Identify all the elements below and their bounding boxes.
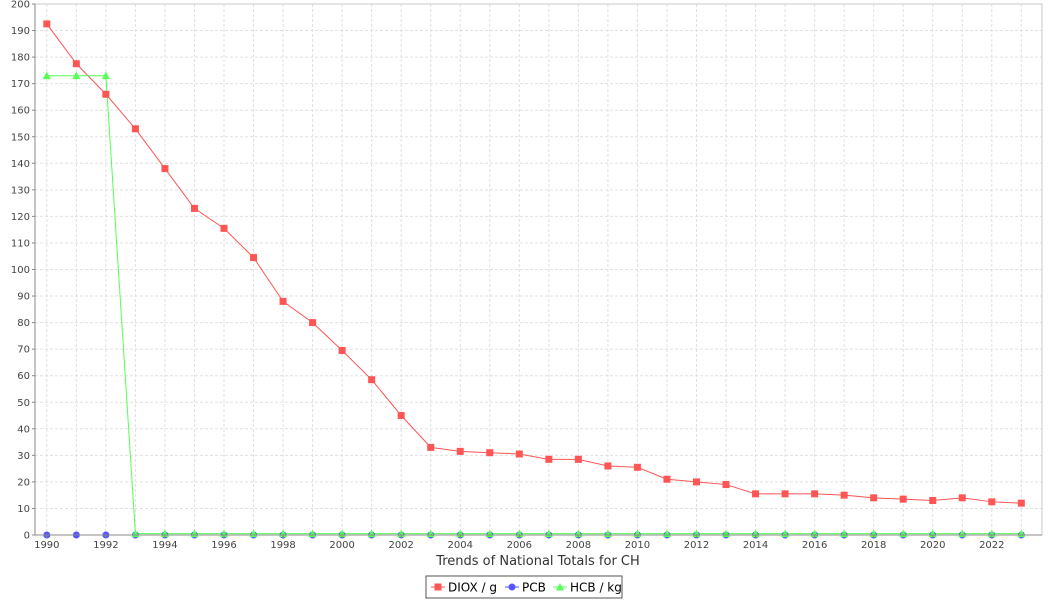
data-point-diox (397, 412, 405, 420)
y-tick-label: 120 (11, 212, 30, 223)
y-tick-label: 110 (11, 238, 30, 249)
data-point-hcb (101, 71, 110, 80)
data-point-diox (279, 297, 287, 305)
y-tick-label: 70 (17, 345, 30, 356)
legend: DIOX / g PCB HCB / kg (425, 575, 623, 599)
data-point-diox (840, 491, 848, 499)
data-point-diox (72, 60, 80, 68)
x-tick-label: 2006 (507, 540, 532, 551)
data-point-hcb (42, 71, 51, 80)
y-tick-label: 90 (17, 292, 30, 303)
y-tick-label: 100 (11, 265, 30, 276)
data-point-diox (43, 20, 51, 28)
legend-marker-diox (434, 583, 442, 591)
x-tick-label: 1992 (93, 540, 118, 551)
data-point-diox (899, 495, 907, 503)
y-tick-label: 130 (11, 185, 30, 196)
y-tick-label: 10 (17, 504, 30, 515)
data-point-diox (338, 346, 346, 354)
y-tick-label: 180 (11, 53, 30, 64)
y-tick-label: 160 (11, 106, 30, 117)
legend-marker-hcb (556, 583, 564, 591)
x-tick-label: 2022 (979, 540, 1004, 551)
legend-marker-pcb (508, 583, 516, 591)
y-tick-label: 50 (17, 398, 30, 409)
x-tick-label: 2018 (861, 540, 886, 551)
x-tick-label: 1998 (270, 540, 295, 551)
data-point-diox (131, 125, 139, 133)
x-tick-label: 2016 (802, 540, 827, 551)
legend-label-diox: DIOX / g (448, 581, 497, 595)
data-point-diox (368, 376, 376, 384)
x-tick-label: 2008 (566, 540, 591, 551)
data-point-diox (220, 224, 228, 232)
x-tick-label: 2012 (684, 540, 709, 551)
y-tick-label: 200 (11, 0, 30, 11)
y-axis-ticks: 0 10 20 30 40 50 60 70 80 90 100 110 120 130 140 150 160… (11, 0, 35, 542)
data-point-diox (161, 165, 169, 173)
x-axis-ticks: 1990 1992 1994 1996 1998 2000 2002 2004 2006 2008… (34, 535, 1005, 551)
data-point-diox (958, 494, 966, 502)
data-point-diox (574, 455, 582, 463)
data-point-diox (250, 254, 258, 262)
y-tick-label: 40 (17, 424, 30, 435)
y-tick-label: 80 (17, 318, 30, 329)
data-point-hcb (72, 71, 81, 80)
x-tick-label: 1990 (34, 540, 59, 551)
data-point-diox (692, 478, 700, 486)
y-tick-label: 20 (17, 477, 30, 488)
data-point-diox (633, 463, 641, 471)
x-tick-label: 2002 (388, 540, 413, 551)
y-tick-label: 150 (11, 132, 30, 143)
data-point-diox (190, 204, 198, 212)
data-point-diox (781, 490, 789, 498)
x-tick-label: 2004 (448, 540, 473, 551)
series-line-diox (46, 23, 1022, 504)
data-point-diox (870, 494, 878, 502)
data-point-diox (309, 319, 317, 327)
x-tick-label: 1996 (211, 540, 236, 551)
legend-label-pcb: PCB (522, 581, 546, 595)
data-point-diox (545, 455, 553, 463)
x-axis-title: Trends of National Totals for CH (435, 554, 640, 569)
y-tick-label: 60 (17, 371, 30, 382)
data-point-diox (604, 462, 612, 470)
y-tick-label: 190 (11, 26, 30, 37)
x-tick-label: 1994 (152, 540, 177, 551)
y-tick-label: 30 (17, 451, 30, 462)
x-tick-label: 2010 (625, 540, 650, 551)
x-tick-label: 2020 (920, 540, 945, 551)
data-point-diox (663, 475, 671, 483)
data-point-diox (515, 450, 523, 458)
data-point-diox (752, 490, 760, 498)
x-tick-label: 2014 (743, 540, 768, 551)
data-point-diox (1017, 499, 1025, 507)
data-point-diox (102, 90, 110, 98)
data-point-diox (427, 443, 435, 451)
y-tick-label: 0 (24, 531, 30, 542)
y-tick-label: 170 (11, 79, 30, 90)
data-point-diox (988, 498, 996, 506)
y-tick-label: 140 (11, 159, 30, 170)
data-point-diox (456, 447, 464, 455)
legend-label-hcb: HCB / kg (570, 581, 622, 595)
data-point-diox (811, 490, 819, 498)
data-point-diox (929, 496, 937, 504)
legend-box (425, 575, 623, 599)
data-point-diox (722, 481, 730, 489)
data-point-diox (486, 449, 494, 457)
x-tick-label: 2000 (329, 540, 354, 551)
series-line-hcb (46, 75, 1022, 535)
